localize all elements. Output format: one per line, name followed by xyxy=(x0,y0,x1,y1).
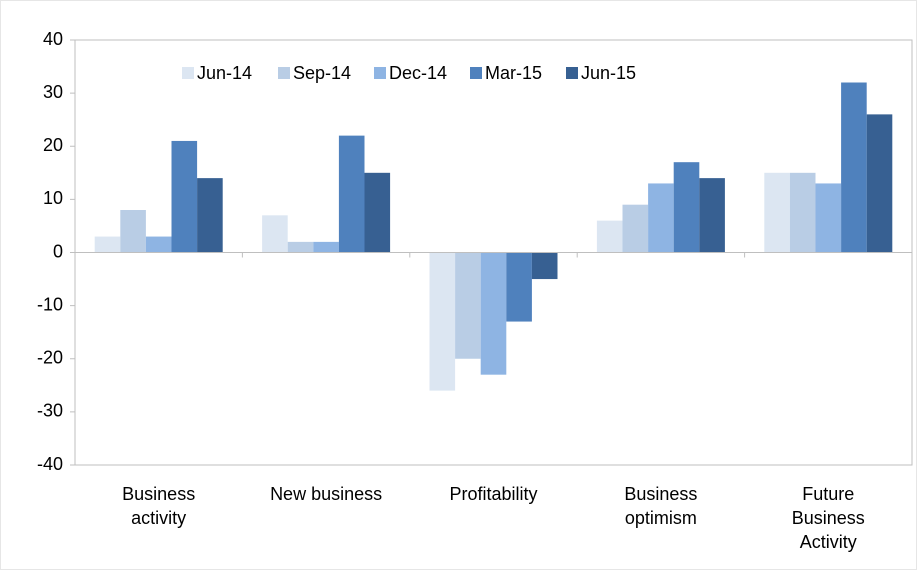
bar xyxy=(789,172,816,253)
bar xyxy=(841,82,867,253)
x-tick-label: New business xyxy=(270,484,383,504)
bar xyxy=(455,252,481,359)
bar xyxy=(287,241,314,253)
y-tick-label: 0 xyxy=(53,241,63,261)
bar xyxy=(764,172,790,253)
x-tick-label: Business optimism xyxy=(624,484,698,528)
legend-swatch xyxy=(566,67,578,79)
legend-label: Dec-14 xyxy=(389,63,447,83)
y-tick-label: 10 xyxy=(43,188,63,208)
y-tick-label: -20 xyxy=(37,348,63,368)
x-tick-label: Future Business Activity xyxy=(791,484,865,552)
bar xyxy=(648,183,674,253)
legend-box xyxy=(170,57,660,89)
legend-swatch xyxy=(374,67,386,79)
bar xyxy=(429,252,456,391)
bar xyxy=(338,135,365,253)
bar xyxy=(699,178,725,253)
bar xyxy=(480,252,507,375)
bar xyxy=(622,204,649,253)
y-tick-label: 30 xyxy=(43,82,63,102)
y-tick-label: 40 xyxy=(43,29,63,49)
bar xyxy=(145,236,172,253)
bar xyxy=(866,114,893,253)
legend-label: Jun-14 xyxy=(197,63,252,83)
bar xyxy=(197,178,223,253)
legend-label: Mar-15 xyxy=(485,63,542,83)
y-tick-label: -30 xyxy=(37,401,63,421)
legend-label: Jun-15 xyxy=(581,63,636,83)
legend-swatch xyxy=(182,67,194,79)
legend-swatch xyxy=(470,67,482,79)
bar xyxy=(531,252,558,280)
bar xyxy=(120,210,146,253)
x-tick-label: Profitability xyxy=(449,484,538,504)
y-tick-label: -10 xyxy=(37,294,63,314)
bar xyxy=(815,183,842,253)
bar xyxy=(262,215,288,253)
bar xyxy=(673,162,700,253)
bar xyxy=(94,236,121,253)
bar xyxy=(364,172,391,253)
bar xyxy=(596,220,623,253)
y-tick-label: 20 xyxy=(43,135,63,155)
bar xyxy=(506,252,532,322)
legend-label: Sep-14 xyxy=(293,63,351,83)
legend-swatch xyxy=(278,67,290,79)
y-tick-label: -40 xyxy=(37,454,63,474)
x-tick-label: Business activity xyxy=(122,484,196,528)
bar xyxy=(313,241,339,253)
bar xyxy=(171,140,198,253)
